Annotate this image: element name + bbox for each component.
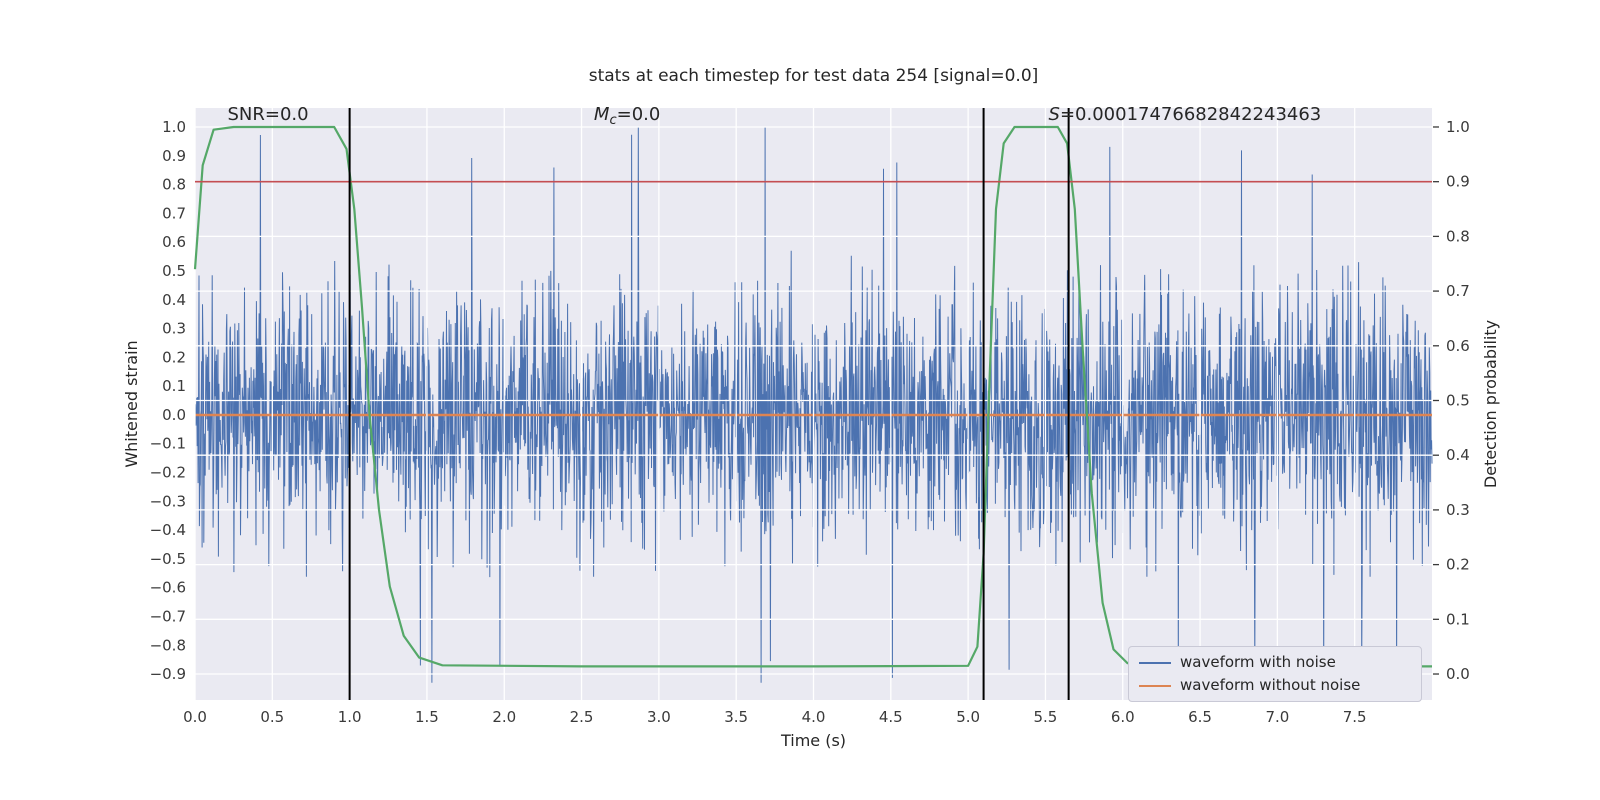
x-tick-label: 2.5	[570, 708, 594, 726]
legend: waveform with noise waveform without nois…	[1128, 646, 1422, 702]
y-tick-label-left: 0.1	[162, 377, 186, 395]
legend-line-swatch	[1139, 661, 1171, 664]
x-tick-label: 3.5	[724, 708, 748, 726]
y-tick-label-left: 0.6	[162, 233, 186, 251]
x-tick-label: 5.5	[1034, 708, 1058, 726]
x-tick-label: 0.5	[260, 708, 284, 726]
annotation-s-value: S=0.00017476682842243463	[1049, 104, 1322, 125]
y-tick-label-left: −0.3	[150, 492, 186, 510]
y-tick-label-right: 0.8	[1446, 227, 1470, 245]
annotation-text: M	[593, 104, 610, 125]
y-tick-label-right: 1.0	[1446, 118, 1470, 136]
y-tick-label-left: −0.7	[150, 607, 186, 625]
y-tick-label-left: −0.8	[150, 636, 186, 654]
legend-item: waveform with noise	[1139, 654, 1411, 671]
y-tick-label-right: 0.2	[1446, 556, 1470, 574]
x-tick-label: 2.0	[492, 708, 516, 726]
x-tick-label: 1.5	[415, 708, 439, 726]
y-tick-label-left: −0.5	[150, 550, 186, 568]
y-tick-label-left: 0.2	[162, 348, 186, 366]
x-tick-label: 3.0	[647, 708, 671, 726]
x-tick-label: 6.5	[1188, 708, 1212, 726]
y-tick-label-left: −0.6	[150, 579, 186, 597]
x-tick-label: 7.0	[1265, 708, 1289, 726]
y-axis-label-left: Whitened strain	[122, 340, 141, 468]
y-tick-label-left: −0.9	[150, 665, 186, 683]
y-axis-label-right: Detection probability	[1481, 319, 1500, 489]
y-tick-label-right: 0.5	[1446, 391, 1470, 409]
annotation-text: SNR=0.0	[227, 104, 309, 125]
annotation-chirp-mass: Mc=0.0	[594, 104, 660, 128]
y-tick-label-left: 0.3	[162, 320, 186, 338]
y-tick-label-left: 0.5	[162, 262, 186, 280]
legend-item-label: waveform with noise	[1180, 653, 1336, 671]
y-tick-label-right: 0.0	[1446, 665, 1470, 683]
chart-title: stats at each timestep for test data 254…	[588, 66, 1039, 86]
x-tick-label: 4.5	[879, 708, 903, 726]
y-tick-label-left: 0.0	[162, 406, 186, 424]
y-tick-label-left: −0.2	[150, 464, 186, 482]
x-tick-label: 1.0	[338, 708, 362, 726]
legend-item: waveform without noise	[1139, 677, 1411, 694]
y-tick-label-right: 0.1	[1446, 610, 1470, 628]
legend-item-label: waveform without noise	[1180, 676, 1361, 694]
y-tick-label-left: 0.9	[162, 147, 186, 165]
x-axis-label: Time (s)	[780, 731, 847, 750]
annotation-text: c	[609, 113, 617, 128]
x-tick-label: 0.0	[183, 708, 207, 726]
x-tick-label: 5.0	[956, 708, 980, 726]
x-tick-label: 7.5	[1343, 708, 1367, 726]
y-tick-label-left: 0.8	[162, 176, 186, 194]
annotation-text: =0.0	[616, 104, 661, 125]
annotation-text: S	[1048, 104, 1060, 125]
y-tick-label-right: 0.6	[1446, 337, 1470, 355]
annotation-snr: SNR=0.0	[227, 104, 308, 125]
y-tick-label-right: 0.4	[1446, 446, 1470, 464]
y-tick-label-left: −0.1	[150, 435, 186, 453]
y-tick-label-left: 0.4	[162, 291, 186, 309]
y-tick-label-right: 0.7	[1446, 282, 1470, 300]
annotation-text: =0.00017476682842243463	[1059, 104, 1322, 125]
x-tick-label: 4.0	[802, 708, 826, 726]
legend-line-swatch	[1139, 684, 1171, 687]
y-tick-label-right: 0.3	[1446, 501, 1470, 519]
y-tick-label-left: 1.0	[162, 118, 186, 136]
y-tick-label-left: 0.7	[162, 204, 186, 222]
y-tick-label-right: 0.9	[1446, 173, 1470, 191]
y-tick-label-left: −0.4	[150, 521, 186, 539]
x-tick-label: 6.0	[1111, 708, 1135, 726]
